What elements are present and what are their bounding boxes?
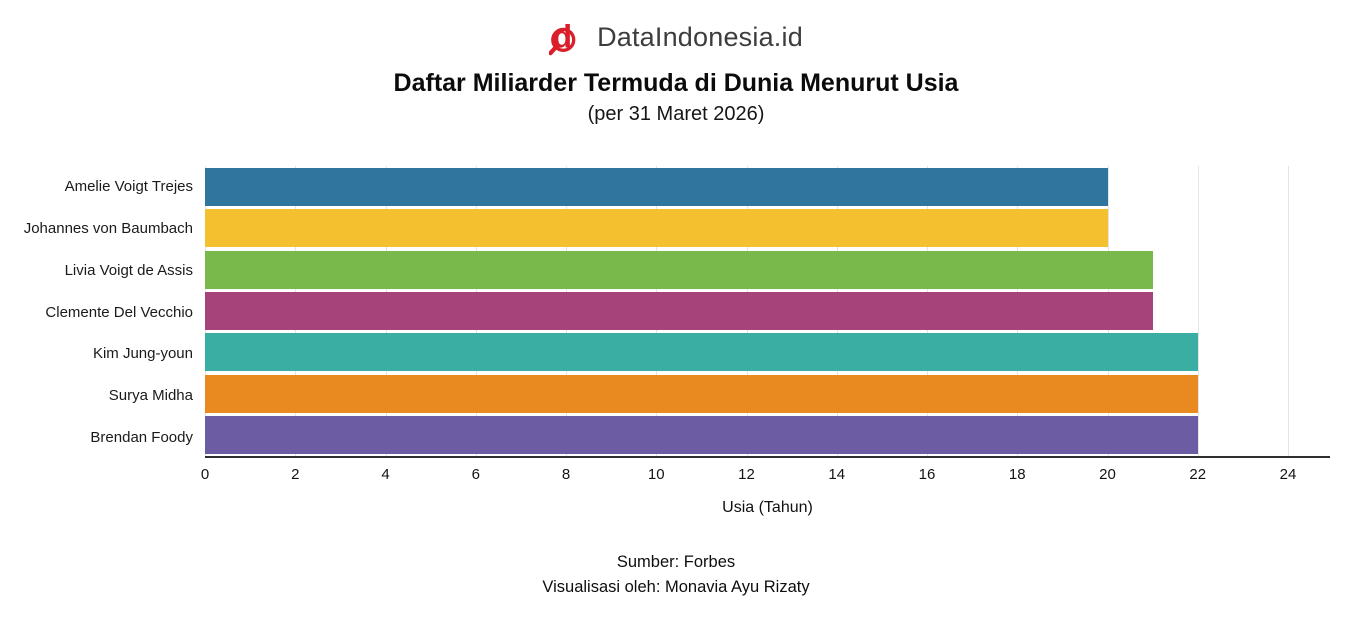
bar-row bbox=[205, 207, 1330, 248]
chart-bar bbox=[205, 416, 1198, 455]
chart-bar bbox=[205, 167, 1108, 206]
plot-area bbox=[205, 166, 1330, 458]
x-axis-tick-labels: 0 2 4 6 8 10 12 14 16 18 20 22 24 bbox=[201, 458, 1330, 486]
bars-container bbox=[205, 166, 1330, 456]
chart-title: Daftar Miliarder Termuda di Dunia Menuru… bbox=[393, 69, 959, 97]
chart-bar bbox=[205, 209, 1108, 248]
y-axis-label: Amelie Voigt Trejes bbox=[64, 178, 193, 196]
x-axis-tick-label: 14 bbox=[828, 466, 846, 483]
bar-row bbox=[205, 249, 1330, 290]
gridline bbox=[1288, 166, 1289, 456]
chart-bar bbox=[205, 291, 1153, 330]
chart-subtitle: (per 31 Maret 2026) bbox=[587, 103, 765, 125]
footer: Sumber: Forbes Visualisasi oleh: Monavia… bbox=[0, 550, 1352, 600]
chart-bar bbox=[205, 250, 1153, 289]
x-axis-tick-label: 4 bbox=[381, 466, 390, 483]
x-axis-tick-label: 2 bbox=[291, 466, 300, 483]
y-axis-labels: Amelie Voigt Trejes Johannes von Baumbach… bbox=[0, 166, 205, 458]
bar-row bbox=[205, 166, 1330, 207]
x-axis-tick-label: 10 bbox=[647, 466, 665, 483]
y-axis-label: Johannes von Baumbach bbox=[23, 220, 193, 238]
x-axis-tick-label: 24 bbox=[1279, 466, 1297, 483]
bar-row bbox=[205, 290, 1330, 331]
gridline bbox=[1197, 166, 1199, 456]
x-axis-tick-label: 16 bbox=[918, 466, 936, 483]
chart-body: Amelie Voigt Trejes Johannes von Baumbach… bbox=[0, 166, 1352, 458]
y-axis-label: Surya Midha bbox=[108, 386, 193, 404]
x-axis-tick-label: 0 bbox=[200, 466, 210, 483]
chart-bar bbox=[205, 333, 1198, 372]
svg-text:d: d bbox=[552, 18, 572, 54]
y-axis-label: Clemente Del Vecchio bbox=[45, 303, 193, 321]
y-axis-label: Brendan Foody bbox=[90, 428, 193, 446]
y-axis-label: Kim Jung-youn bbox=[92, 345, 193, 363]
x-axis-tick-label: 22 bbox=[1189, 466, 1207, 483]
bar-row bbox=[205, 332, 1330, 373]
x-axis-tick-label: 18 bbox=[1008, 466, 1026, 483]
source-text: Sumber: Forbes bbox=[616, 553, 736, 571]
x-axis-tick-label: 6 bbox=[471, 466, 480, 483]
y-axis-label: Livia Voigt de Assis bbox=[64, 261, 193, 279]
bar-row bbox=[205, 415, 1330, 456]
credit-text: Visualisasi oleh: Monavia Ayu Rizaty bbox=[542, 578, 810, 596]
x-axis-tick-label: 20 bbox=[1099, 466, 1116, 483]
x-axis-tick-label: 12 bbox=[738, 466, 755, 483]
bar-row bbox=[205, 373, 1330, 414]
magnifier-d-icon: d bbox=[549, 18, 576, 56]
brand-name: DataIndonesia.id bbox=[597, 21, 803, 52]
brand-header: d DataIndonesia.id bbox=[0, 0, 1352, 58]
x-axis-title: Usia (Tahun) bbox=[722, 499, 813, 516]
x-axis-tick-label: 8 bbox=[561, 466, 571, 483]
bar-chart: Amelie Voigt Trejes Johannes von Baumbach… bbox=[0, 166, 1352, 517]
chart-bar bbox=[205, 374, 1198, 413]
